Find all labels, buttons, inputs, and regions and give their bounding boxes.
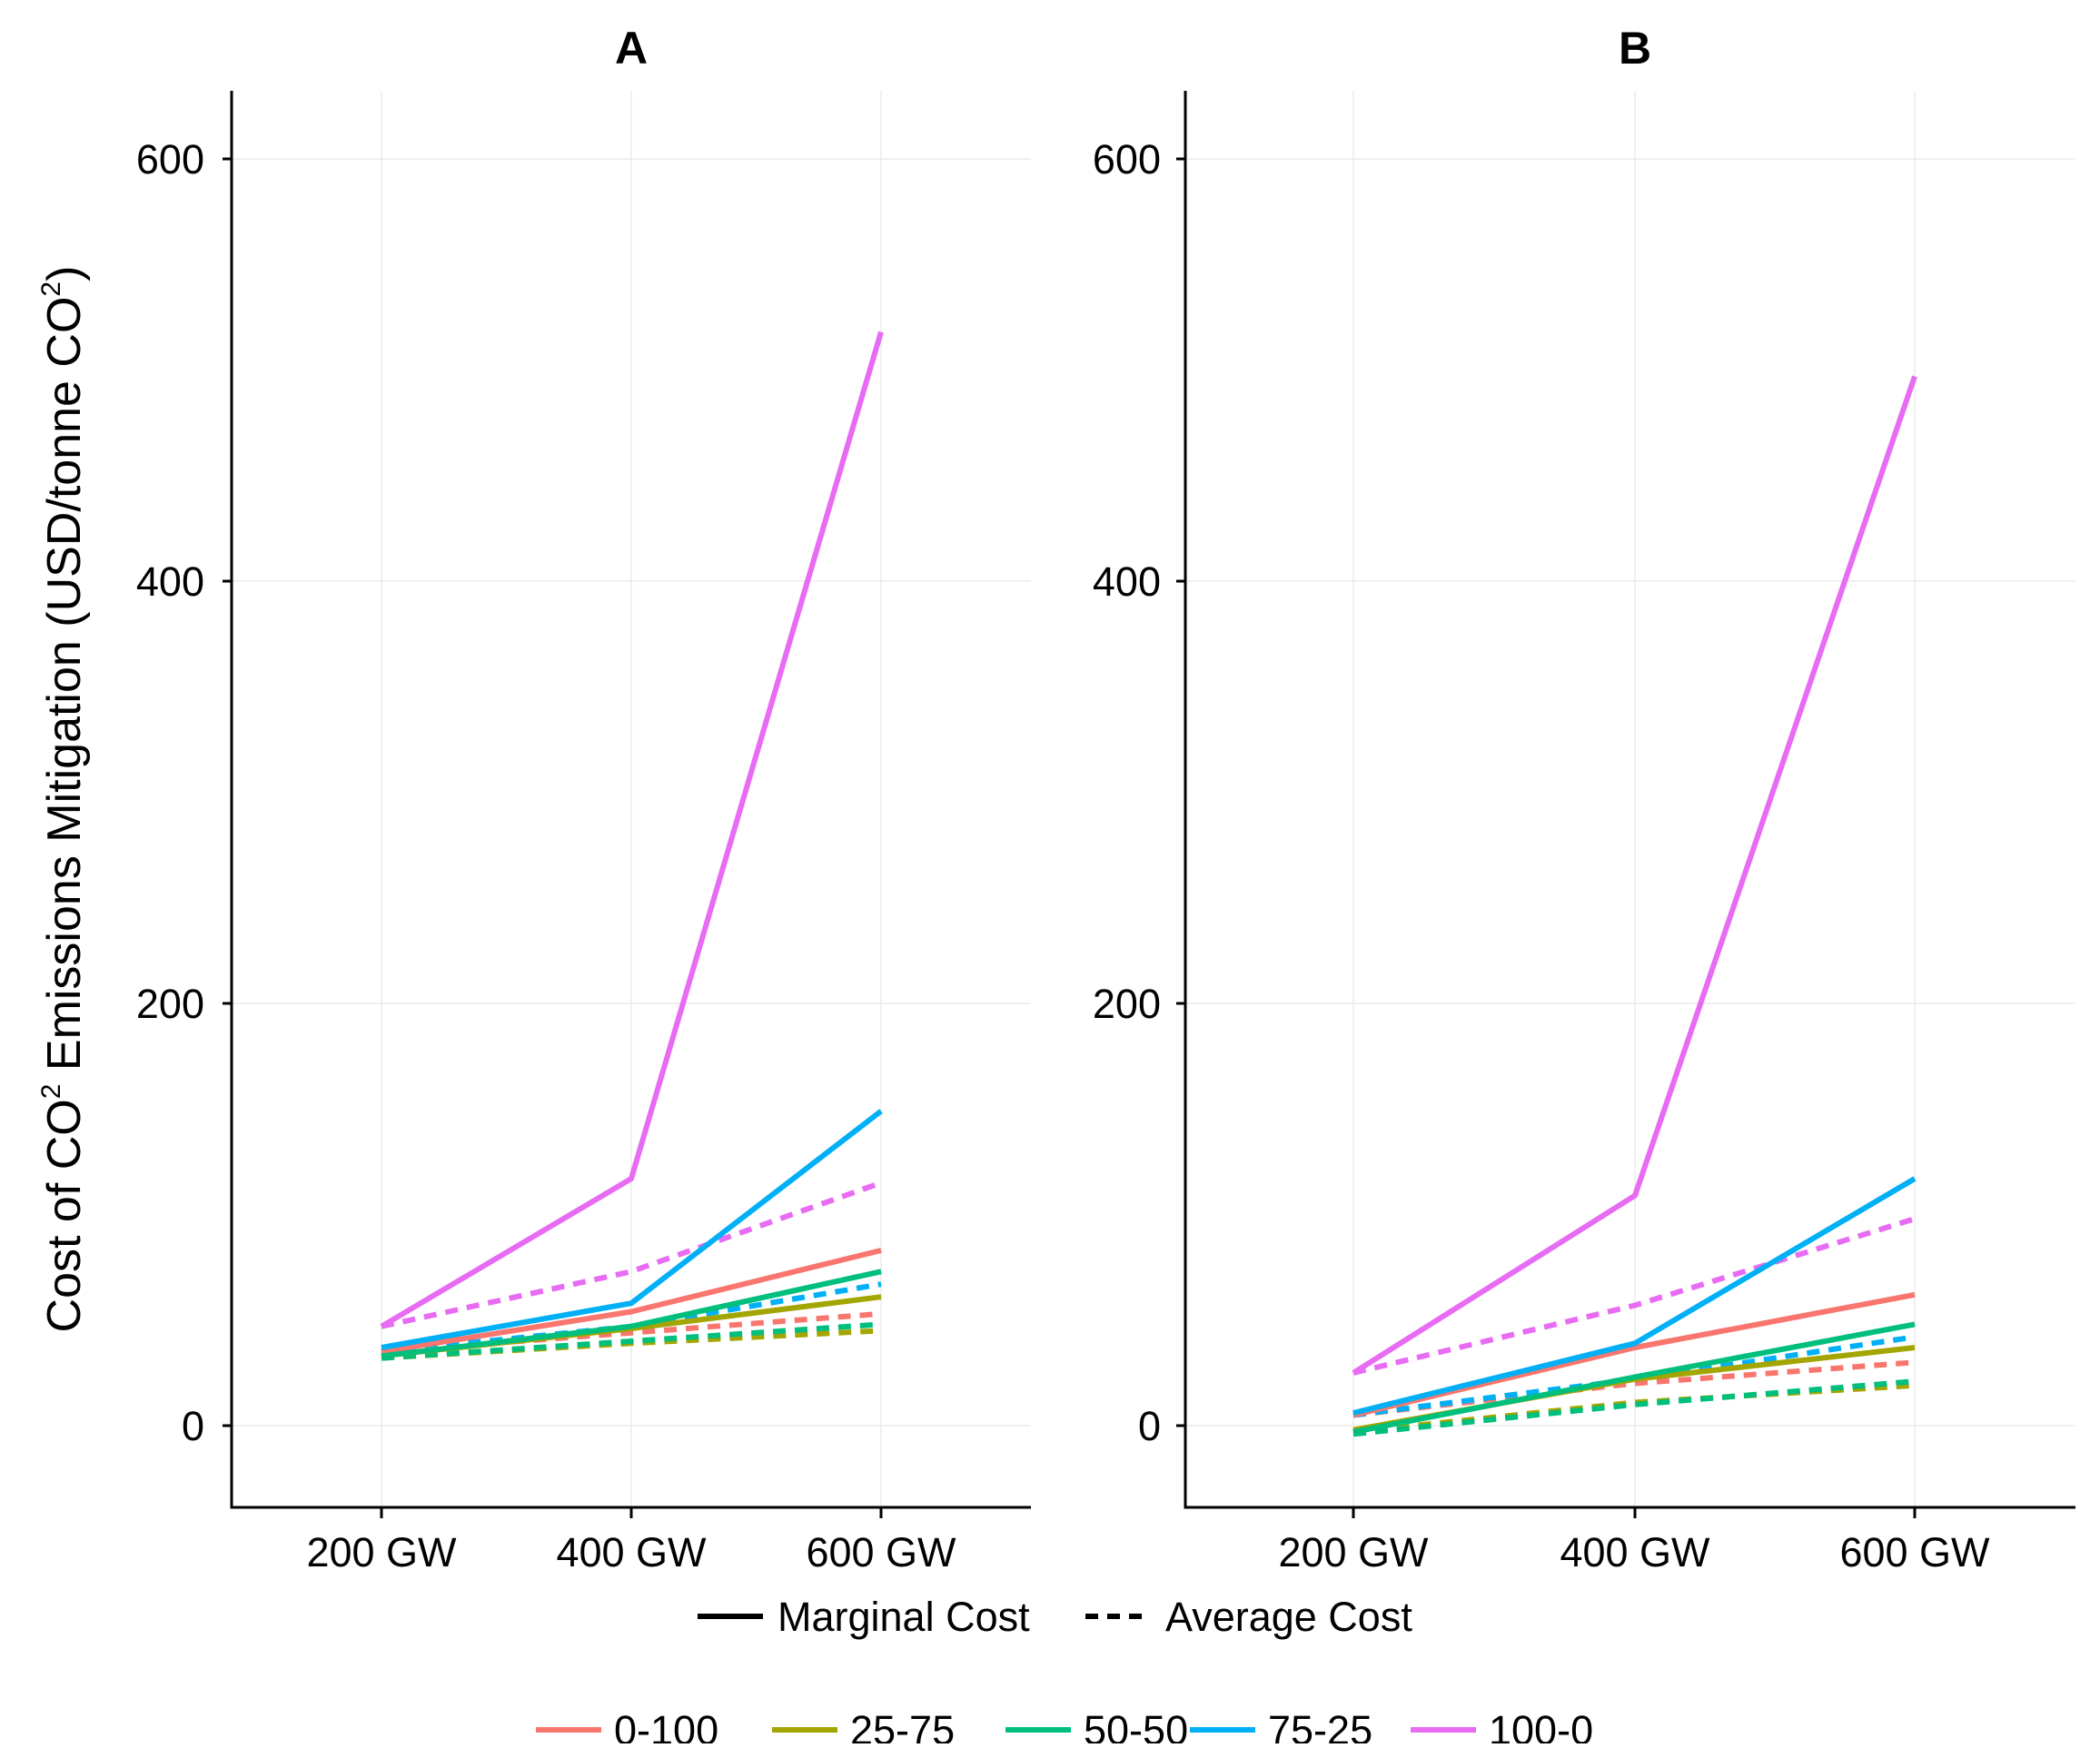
- series-line-50-50-average: [381, 1321, 882, 1361]
- legend-label: 75-25: [1268, 1707, 1372, 1743]
- y-axis-label: Cost of CO2 Emissions Mitigation (USD/to…: [36, 266, 91, 1333]
- series-line-50-50-average: [1352, 1378, 1916, 1437]
- panel-a: 0 200 400 600 200 GW 400 GW 600 GW A: [136, 23, 1031, 1575]
- panel-title: A: [615, 23, 648, 74]
- series-line-100-0-average: [1352, 1216, 1916, 1376]
- legend-label: Average Cost: [1165, 1594, 1412, 1640]
- y-axis-label-unit: USD/tonne CO: [38, 297, 91, 612]
- y-axis-label-prefix: Cost of CO: [38, 1099, 91, 1332]
- series-line-100-0-marginal: [1352, 375, 1917, 1376]
- y-tick-label: 200: [136, 981, 204, 1027]
- series-line-75-25-marginal: [381, 1109, 883, 1350]
- series-line-50-50-marginal: [381, 1269, 882, 1359]
- series-line-100-0-marginal: [380, 331, 884, 1329]
- legend-label: 25-75: [850, 1707, 955, 1743]
- y-axis-label-unit-superscript: 2: [36, 281, 66, 297]
- legend-label: Marginal Cost: [778, 1594, 1030, 1640]
- panel-b: 0 200 400 600 200 GW 400 GW 600 GW B: [1093, 23, 2075, 1575]
- legend-label: 100-0: [1489, 1707, 1593, 1743]
- y-tick-label: 600: [136, 136, 204, 183]
- y-tick-label: 0: [182, 1403, 204, 1449]
- series-line-50-50-marginal: [1352, 1321, 1916, 1435]
- series-line-75-25-marginal: [1352, 1176, 1917, 1416]
- panels: 0 200 400 600 200 GW 400 GW 600 GW A 0 200 400 600 2…: [136, 23, 2075, 1575]
- x-tick-label: 400 GW: [556, 1529, 707, 1575]
- y-tick-label: 200: [1093, 981, 1161, 1027]
- series-line-0-100-average: [1352, 1359, 1916, 1418]
- axis-lines: [230, 91, 1031, 1509]
- series-line-0-100-average: [381, 1310, 882, 1355]
- x-tick-label: 600 GW: [1839, 1529, 1990, 1575]
- x-tick-label: 600 GW: [806, 1529, 956, 1575]
- x-tick-label: 200 GW: [1278, 1529, 1429, 1575]
- y-axis-label-paren-close: ): [38, 266, 91, 281]
- series-line-0-100-marginal: [381, 1248, 882, 1355]
- y-axis-label-superscript: 2: [36, 1084, 66, 1100]
- x-tick-label: 400 GW: [1560, 1529, 1710, 1575]
- panel-title: B: [1619, 23, 1651, 74]
- axis-lines: [1184, 91, 2075, 1509]
- y-tick-label: 400: [1093, 558, 1161, 605]
- y-axis-label-paren-open: (: [38, 611, 91, 627]
- legend-label: 50-50: [1084, 1707, 1188, 1743]
- y-axis-label-middle: Emissions Mitigation: [38, 627, 91, 1084]
- linetype-legend: Marginal Cost Average Cost: [698, 1594, 1412, 1640]
- legend-label: 0-100: [614, 1707, 718, 1743]
- color-legend: 0-100 25-75 50-50 75-25 100-0: [536, 1707, 1593, 1748]
- x-tick-label: 200 GW: [306, 1529, 457, 1575]
- y-tick-label: 600: [1093, 136, 1161, 183]
- y-tick-label: 400: [136, 558, 204, 605]
- series-line-0-100-marginal: [1352, 1291, 1916, 1418]
- y-tick-label: 0: [1138, 1403, 1161, 1449]
